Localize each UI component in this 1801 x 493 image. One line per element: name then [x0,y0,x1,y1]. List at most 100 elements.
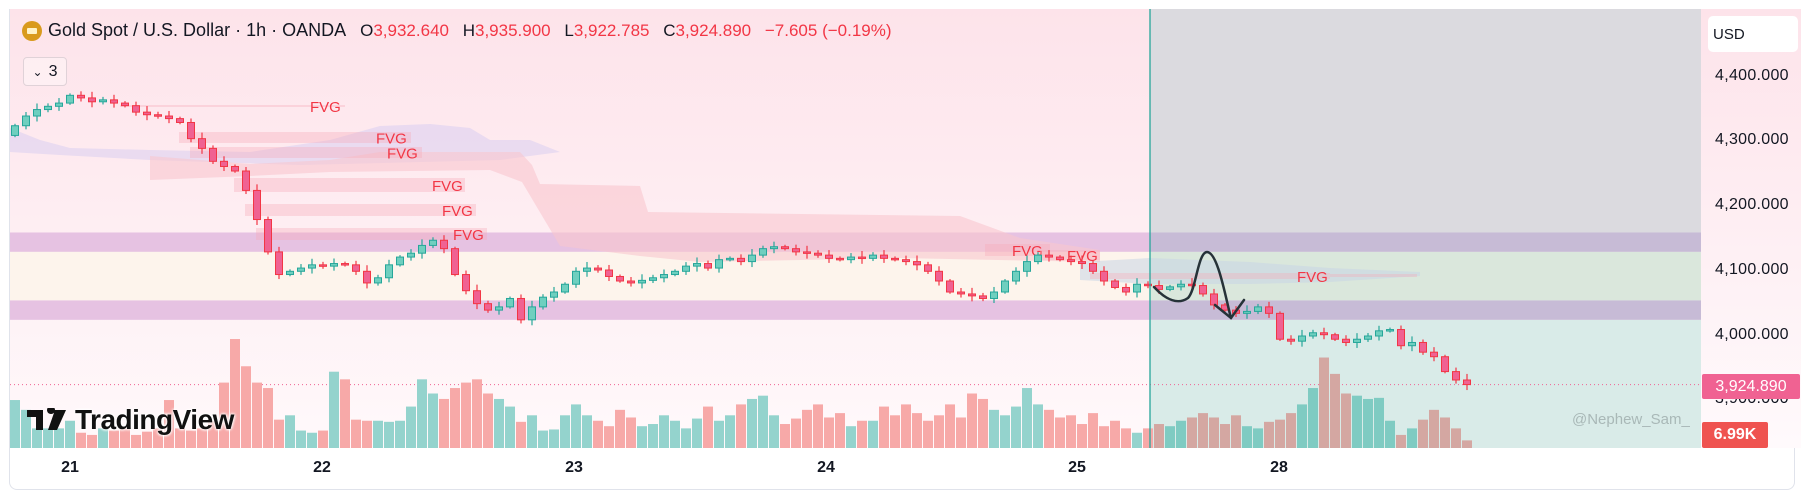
candle-body [484,303,492,311]
volume-bar [1363,398,1373,448]
candle-body [913,261,921,266]
volume-bar [901,404,911,448]
volume-bar [32,428,42,448]
volume-bar [769,415,779,448]
volume-bar [1440,417,1450,448]
volume-bar [461,382,471,448]
volume-bar [274,419,284,448]
candle-body [385,264,393,279]
candle-body [22,115,30,127]
candle-body [1166,286,1174,290]
candle-body [638,279,646,284]
fvg-label: FVG [376,131,407,148]
volume-bar [362,420,372,448]
candle-body [352,264,360,272]
candle-body [77,94,85,99]
candle-body [319,264,327,267]
volume-bar [384,421,394,448]
candle-body [1045,254,1053,258]
volume-bar [1187,417,1197,448]
candle-body [572,270,580,285]
candle-body [1122,286,1130,293]
volume-bar [1088,413,1098,448]
time-tick: 28 [1270,459,1288,476]
volume-bar [329,371,339,448]
volume-bar [1330,373,1340,448]
candle-body [1056,256,1064,261]
volume-bar [285,415,295,448]
candle-body [209,147,217,162]
candle-body [198,138,206,149]
candle-body [550,291,558,298]
volume-bar [604,426,614,448]
volume-bar [1308,388,1318,448]
projection-arrow-path [1152,250,1233,320]
candle-body [1375,330,1383,337]
symbol-title[interactable]: Gold Spot / U.S. Dollar · 1h · OANDA [48,20,347,40]
volume-bar [538,430,548,448]
volume-bar [186,430,196,448]
zone-band [1150,300,1701,320]
volume-bar [65,420,75,448]
volume-bar [208,420,218,448]
fvg-box [179,132,411,143]
volume-bar [351,419,361,448]
indicators-count: 3 [48,62,58,80]
volume-bar [307,432,317,448]
ichimoku-cloud-future [1080,258,1420,284]
candle-body [1067,259,1075,263]
volume-bar [879,406,889,448]
candle-body [605,269,613,277]
candle-body [1254,306,1262,312]
change-value: −7.605 (−0.19%) [764,20,892,40]
volume-bar [549,429,559,448]
fvg-label: FVG [1297,269,1328,286]
volume-bar [989,409,999,448]
candle-body [341,263,349,266]
candle-body [924,264,932,272]
candle-body [473,290,481,305]
last-price-label: 3,924.890 [1702,374,1800,399]
volume-bar [1462,440,1472,448]
volume-bar [571,404,581,448]
symbol-header: Gold Spot / U.S. Dollar · 1h · OANDA O3,… [22,20,901,41]
volume-bar [1165,426,1175,448]
currency-selector[interactable]: USD [1708,16,1798,52]
candle-body [495,306,503,311]
volume-bar [890,415,900,448]
candle-body [792,248,800,253]
volume-bar [923,420,933,448]
candle-body [660,274,668,279]
candle-body [957,291,965,295]
volume-bar [1022,388,1032,448]
volume-bar [835,413,845,448]
volume-bar [725,415,735,448]
author-watermark: @Nephew_Sam_ [1572,411,1690,428]
candle-body [110,99,118,104]
price-tick: 4,200.000 [1715,196,1789,213]
close-key: C [663,20,676,40]
zone-band [1150,232,1701,252]
candle-body [726,257,734,261]
candle-body [627,280,635,284]
volume-bar [1451,428,1461,448]
candle-body [715,259,723,269]
candle-body [1463,379,1471,386]
volume-bar [813,404,823,448]
candle-body [836,257,844,261]
candle-body [154,114,162,117]
candle-body [814,252,822,256]
indicators-toggle-button[interactable]: ⌄ 3 [23,57,67,86]
volume-bar [439,398,449,448]
candle-body [1023,261,1031,272]
candle-body [1386,329,1394,332]
volume-bar [692,418,702,448]
candle-body [979,295,987,299]
candle-body [1111,280,1119,288]
volume-bar [1077,424,1087,448]
volume-bar [736,404,746,448]
candle-body [297,267,305,272]
tradingview-logo[interactable]: TradingView [27,404,234,436]
volume-bar [934,415,944,448]
volume-bar [252,382,262,448]
